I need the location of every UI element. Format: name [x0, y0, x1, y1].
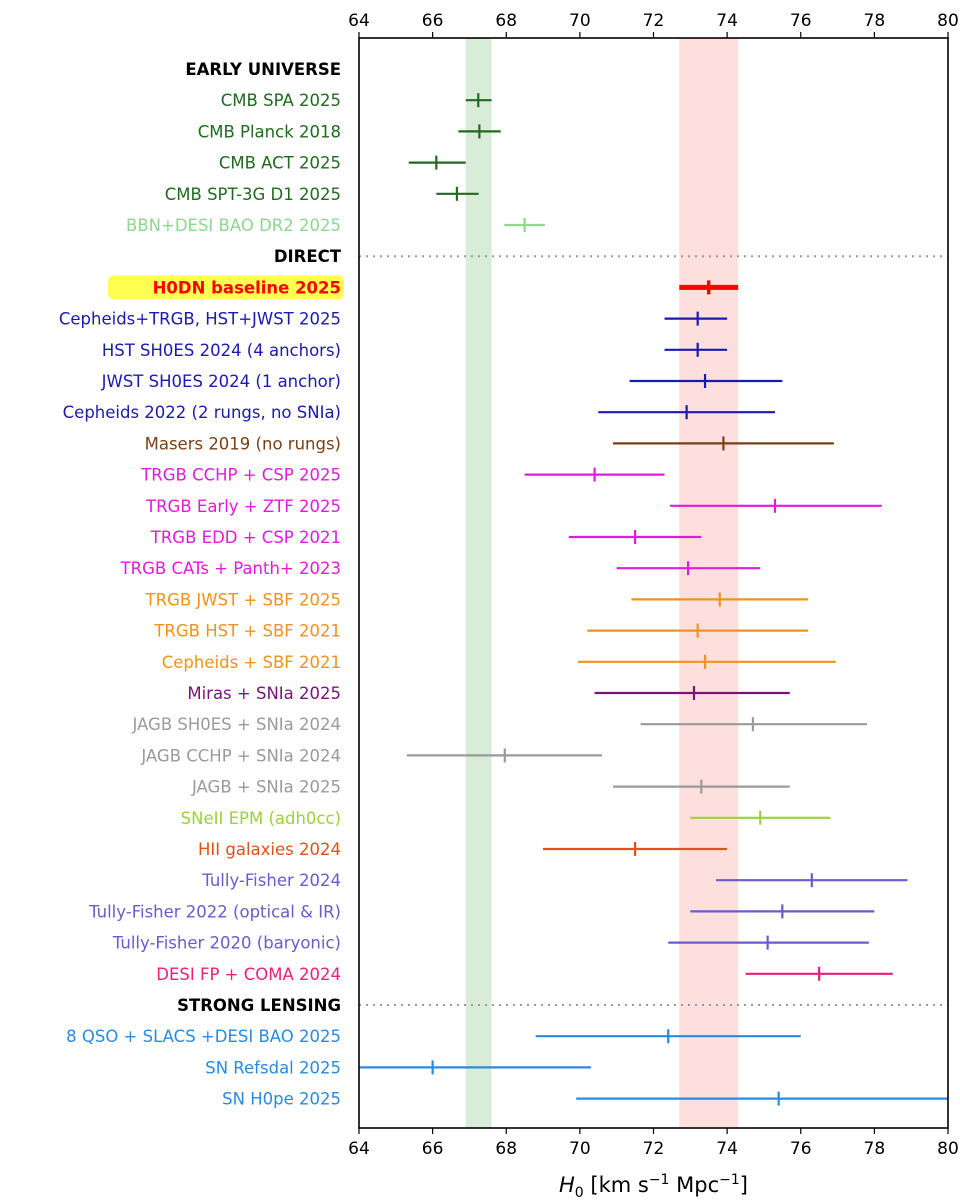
label-early-universe: EARLY UNIVERSE [185, 60, 341, 79]
label-tully-fisher-2020-baryonic: Tully-Fisher 2020 (baryonic) [112, 934, 341, 953]
top-tick-label-64: 64 [348, 11, 370, 31]
label-jagb-sh0es-snia-2024: JAGB SH0ES + SNIa 2024 [131, 715, 341, 734]
label-h0dn-baseline-2025: H0DN baseline 2025 [153, 278, 341, 297]
bottom-tick-label-64: 64 [348, 1139, 370, 1159]
bottom-tick-label-66: 66 [422, 1139, 444, 1159]
bottom-tick-label-72: 72 [643, 1139, 665, 1159]
top-tick-label-80: 80 [937, 11, 959, 31]
label-masers-2019-no-rungs: Masers 2019 (no rungs) [145, 434, 341, 453]
bottom-tick-label-76: 76 [790, 1139, 812, 1159]
label-cepheids-sbf-2021: Cepheids + SBF 2021 [162, 653, 341, 672]
green-band [465, 38, 492, 1128]
label-jagb-snia-2025: JAGB + SNIa 2025 [191, 778, 341, 797]
top-tick-label-76: 76 [790, 11, 812, 31]
error-bars [359, 93, 948, 1106]
top-tick-label-66: 66 [422, 11, 444, 31]
label-strong-lensing: STRONG LENSING [177, 996, 341, 1015]
label-cmb-spt-3g-d1-2025: CMB SPT-3G D1 2025 [165, 185, 341, 204]
x-axis-ticks: 64 64 66 66 68 68 70 70 72 72 74 74 76 76 78 78 80 80 [348, 11, 959, 1159]
label-highlight [108, 275, 344, 300]
label-cmb-spa-2025: CMB SPA 2025 [221, 91, 341, 110]
x-axis-title: H0 [km s−1 Mpc−1] [559, 1172, 748, 1201]
plot-frame [358, 37, 949, 1129]
label-jwst-sh0es-2024-1-anchor: JWST SH0ES 2024 (1 anchor) [101, 372, 341, 391]
top-tick-label-70: 70 [569, 11, 591, 31]
label-tully-fisher-2024: Tully-Fisher 2024 [201, 871, 341, 890]
bottom-tick-label-68: 68 [495, 1139, 517, 1159]
label-trgb-jwst-sbf-2025: TRGB JWST + SBF 2025 [145, 590, 341, 609]
label-cmb-act-2025: CMB ACT 2025 [219, 154, 341, 173]
label-cmb-planck-2018: CMB Planck 2018 [198, 122, 341, 141]
label-bbn-desi-bao-dr2-2025: BBN+DESI BAO DR2 2025 [126, 216, 341, 235]
top-tick-label-74: 74 [716, 11, 738, 31]
label-8-qso-slacs-desi-bao-2025: 8 QSO + SLACS +DESI BAO 2025 [66, 1027, 341, 1046]
label-direct: DIRECT [274, 247, 342, 266]
label-sneii-epm-adh0cc: SNeII EPM (adh0cc) [181, 809, 341, 828]
label-hst-sh0es-2024-4-anchors: HST SH0ES 2024 (4 anchors) [102, 341, 341, 360]
label-sn-refsdal-2025: SN Refsdal 2025 [205, 1058, 341, 1077]
label-trgb-cchp-csp-2025: TRGB CCHP + CSP 2025 [140, 466, 341, 485]
label-miras-snia-2025: Miras + SNIa 2025 [187, 684, 341, 703]
bottom-tick-label-70: 70 [569, 1139, 591, 1159]
label-trgb-cats-panth-2023: TRGB CATs + Panth+ 2023 [120, 559, 341, 578]
label-desi-fp-coma-2024: DESI FP + COMA 2024 [156, 965, 341, 984]
label-trgb-early-ztf-2025: TRGB Early + ZTF 2025 [145, 497, 341, 516]
reference-bands [465, 38, 739, 1128]
top-tick-label-72: 72 [643, 11, 665, 31]
section-dividers [359, 255, 948, 1006]
label-trgb-edd-csp-2021: TRGB EDD + CSP 2021 [150, 528, 341, 547]
label-cepheids-trgb-hst-jwst-2025: Cepheids+TRGB, HST+JWST 2025 [59, 310, 341, 329]
label-tully-fisher-2022-optical-ir: Tully-Fisher 2022 (optical & IR) [88, 902, 341, 921]
top-tick-label-78: 78 [864, 11, 886, 31]
label-trgb-hst-sbf-2021: TRGB HST + SBF 2021 [153, 622, 341, 641]
label-sn-h0pe-2025: SN H0pe 2025 [222, 1090, 341, 1109]
bottom-tick-label-74: 74 [716, 1139, 738, 1159]
label-hii-galaxies-2024: HII galaxies 2024 [198, 840, 341, 859]
label-cepheids-2022-2-rungs-no-snia: Cepheids 2022 (2 rungs, no SNIa) [63, 403, 341, 422]
row-labels: EARLY UNIVERSE CMB SPA 2025 CMB Planck 201… [59, 60, 344, 1109]
label-jagb-cchp-snia-2024: JAGB CCHP + SNIa 2024 [140, 746, 341, 765]
bottom-tick-label-80: 80 [937, 1139, 959, 1159]
top-tick-label-68: 68 [495, 11, 517, 31]
red-band [679, 38, 739, 1128]
bottom-tick-label-78: 78 [864, 1139, 886, 1159]
